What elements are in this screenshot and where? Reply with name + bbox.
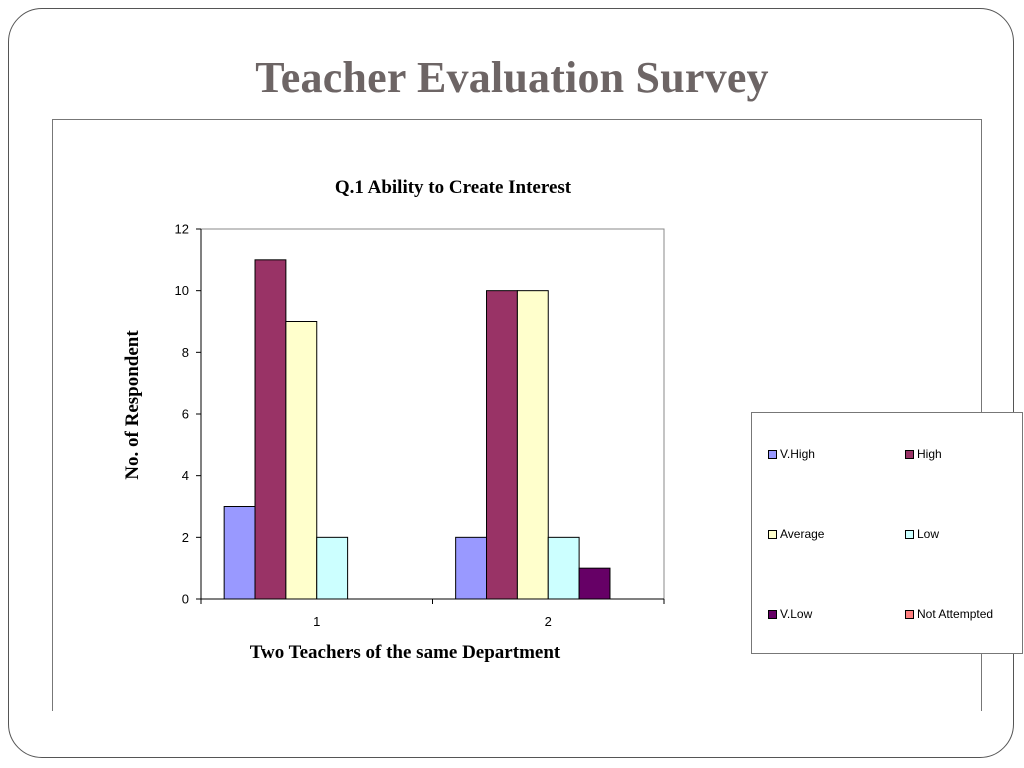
bar-chart: Q.1 Ability to Create Interest No. of Re… xyxy=(122,177,665,663)
legend-label: V.Low xyxy=(780,607,813,621)
legend-item-not-attempted: Not Attempted xyxy=(905,607,993,621)
bar-high-1 xyxy=(254,259,287,600)
legend-swatch xyxy=(768,609,777,619)
legend-swatch xyxy=(905,609,914,619)
bar-low-2 xyxy=(547,536,580,600)
legend-label: Average xyxy=(780,527,825,541)
y-axis: 0 2 4 6 8 10 12 xyxy=(175,222,202,607)
bar-high-2 xyxy=(486,290,518,600)
x-tick-label: 1 xyxy=(313,614,320,629)
y-tick-label: 8 xyxy=(182,345,189,360)
y-tick-label: 4 xyxy=(182,468,189,483)
y-axis-label: No. of Respondent xyxy=(122,330,143,480)
bar-low-1 xyxy=(316,536,349,600)
y-tick-label: 12 xyxy=(175,222,189,237)
slide-title: Teacher Evaluation Survey xyxy=(255,53,769,102)
legend-item-low: Low xyxy=(905,527,939,541)
legend-swatch xyxy=(768,449,777,459)
y-tick-label: 2 xyxy=(182,530,189,545)
legend-swatch xyxy=(905,449,914,459)
y-tick-label: 6 xyxy=(182,407,189,422)
legend-item-v-high: V.High xyxy=(768,447,815,461)
y-tick-label: 10 xyxy=(175,283,189,298)
x-axis-label: Two Teachers of the same Department xyxy=(250,642,561,663)
legend-label: Not Attempted xyxy=(917,607,994,621)
bars xyxy=(223,259,611,600)
legend-label: V.High xyxy=(780,447,815,461)
legend-label: High xyxy=(917,447,942,461)
legend-item-v-low: V.Low xyxy=(768,607,812,621)
bar-average-1 xyxy=(285,321,318,600)
legend: V.High High Average Low V.Low Not Attempted xyxy=(751,412,1023,654)
legend-item-high: High xyxy=(905,447,942,461)
bar-v-low-2 xyxy=(578,567,611,600)
x-tick-label: 2 xyxy=(545,614,552,629)
bar-v-high-2 xyxy=(455,536,488,600)
legend-label: Low xyxy=(917,527,940,541)
chart-title: Q.1 Ability to Create Interest xyxy=(335,177,572,198)
y-tick-label: 0 xyxy=(182,592,189,607)
chart-area: Q.1 Ability to Create Interest No. of Re… xyxy=(52,119,1023,711)
bar-v-high-1 xyxy=(223,506,256,600)
legend-swatch xyxy=(768,529,777,539)
legend-swatch xyxy=(905,529,914,539)
legend-item-average: Average xyxy=(768,527,824,541)
bar-average-2 xyxy=(516,290,549,600)
